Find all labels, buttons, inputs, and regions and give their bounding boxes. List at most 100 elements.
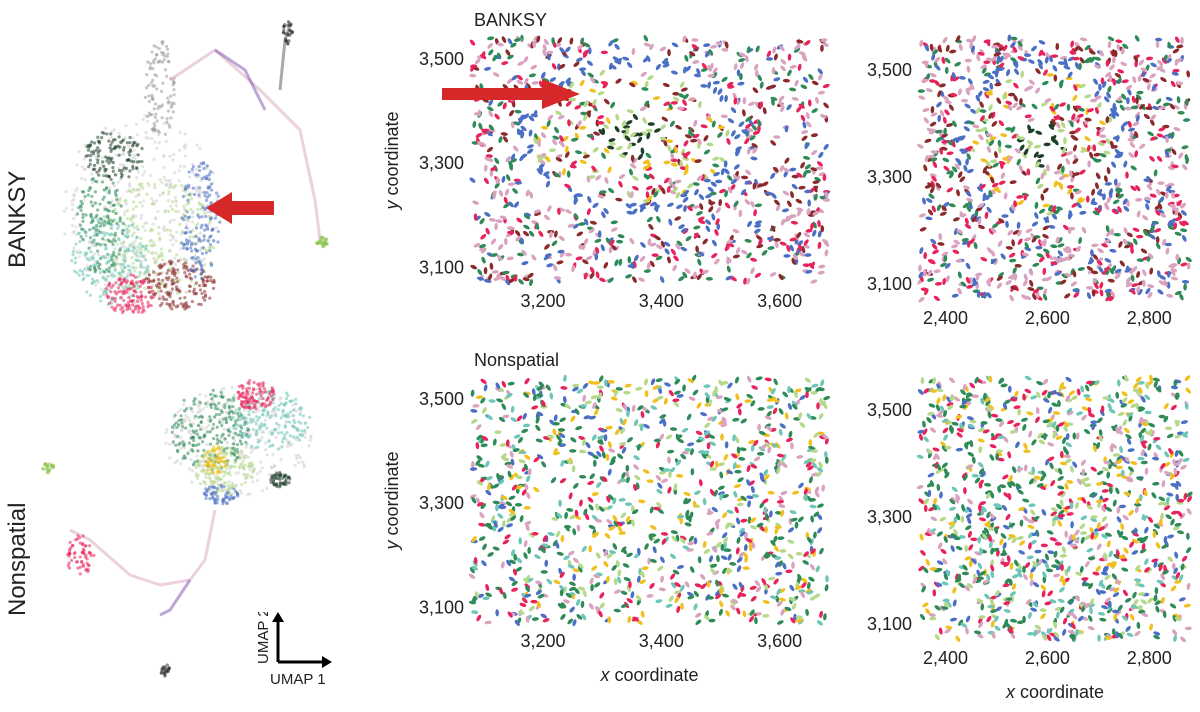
umap-point [138, 247, 142, 251]
cell-point [1103, 175, 1108, 183]
umap-point [137, 160, 141, 164]
cell-point [754, 228, 761, 234]
cell-point [752, 130, 760, 135]
cell-point [1007, 104, 1013, 111]
cell-point [1135, 94, 1142, 100]
umap-point [165, 47, 170, 51]
umap-point [207, 214, 211, 219]
umap-point [254, 422, 258, 426]
umap-point [240, 451, 244, 456]
umap-point [162, 225, 167, 229]
umap-point [225, 467, 229, 471]
umap-point [143, 221, 147, 225]
cell-point [1162, 238, 1167, 246]
cell-point [1125, 282, 1133, 288]
umap-point [157, 294, 161, 298]
cell-point [998, 218, 1005, 224]
umap-point [69, 558, 74, 562]
cell-point [931, 46, 937, 54]
umap-point [108, 201, 112, 205]
cell-point [996, 275, 1003, 281]
umap-point [76, 534, 80, 538]
umap-point [256, 440, 260, 444]
cell-point [1173, 127, 1181, 132]
cell-point [943, 201, 950, 208]
umap-point [158, 236, 162, 240]
cell-point [721, 48, 729, 52]
cell-point [810, 261, 816, 269]
umap-point [199, 482, 203, 486]
cell-point [588, 175, 596, 179]
umap-point [291, 408, 296, 412]
cell-point [965, 262, 971, 270]
umap-point [157, 225, 161, 229]
umap-point [230, 464, 235, 469]
cell-point [587, 72, 594, 78]
cell-point [1006, 69, 1011, 77]
umap-point [286, 393, 290, 397]
umap-point [227, 480, 231, 484]
cell-point [921, 78, 929, 83]
umap-point [151, 222, 155, 226]
umap-point [93, 201, 98, 205]
umap-cluster [84, 130, 144, 182]
umap-point [172, 102, 176, 106]
cell-point [789, 87, 797, 92]
cell-point [520, 125, 527, 132]
cell-point [601, 152, 606, 159]
umap-point [173, 256, 177, 260]
cell-point [573, 61, 580, 67]
umap-point [138, 306, 142, 310]
umap-point [138, 251, 142, 255]
cell-point [588, 47, 592, 55]
umap-arm [214, 48, 267, 111]
cell-point [1160, 77, 1167, 83]
umap-point [281, 481, 286, 485]
umap-point [208, 219, 213, 224]
cell-point [739, 62, 745, 70]
cell-point [644, 100, 650, 107]
umap-point [191, 422, 196, 426]
cell-point [559, 251, 565, 258]
cell-point [822, 198, 831, 202]
cell-point [640, 71, 647, 77]
umap-point [224, 418, 228, 422]
cell-point [962, 185, 970, 190]
cell-point [693, 232, 699, 239]
umap-point [120, 305, 125, 309]
cell-point [1031, 236, 1037, 243]
cell-point [1014, 61, 1019, 69]
cell-point [985, 90, 993, 95]
cell-point [642, 165, 650, 170]
umap-point [111, 209, 115, 214]
umap-point [110, 305, 114, 309]
umap-point [194, 242, 198, 246]
umap-point [202, 161, 206, 166]
cell-point [1012, 46, 1018, 53]
cell-point [1165, 247, 1170, 255]
cell-point [939, 211, 947, 216]
cell-point [735, 247, 741, 254]
cell-point [735, 146, 742, 151]
cell-point [502, 102, 507, 110]
umap-point [248, 378, 252, 383]
cell-point [599, 190, 607, 194]
cell-point [1066, 185, 1075, 189]
cell-point [1155, 242, 1161, 250]
cell-point [1037, 59, 1043, 65]
umap-point [186, 216, 190, 220]
cell-point [715, 207, 721, 214]
cell-point [757, 119, 762, 127]
cell-point [682, 152, 688, 159]
cell-point [804, 142, 810, 149]
cell-point [583, 101, 590, 108]
umap-point [275, 484, 279, 488]
cell-point [643, 34, 649, 42]
umap-point [213, 501, 217, 505]
cell-point [703, 135, 709, 142]
umap-point [129, 159, 133, 163]
umap-point [86, 154, 90, 158]
umap-point [146, 114, 150, 118]
cell-point [593, 131, 600, 136]
cell-point [982, 87, 990, 92]
